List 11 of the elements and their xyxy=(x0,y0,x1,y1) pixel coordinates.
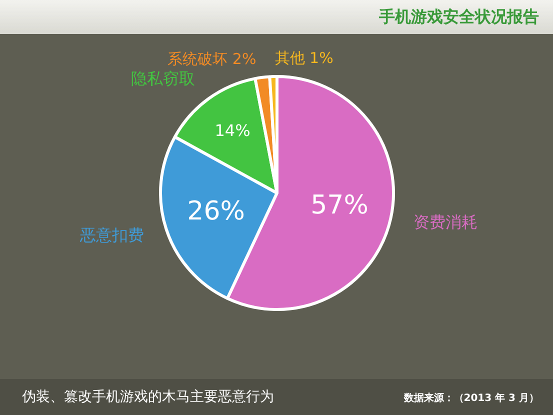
chart-title: 手机游戏安全状况报告 xyxy=(379,7,539,28)
slice-label: 隐私窃取 xyxy=(130,69,195,88)
slice-label: 其他 1% xyxy=(274,48,334,67)
slice-label: 恶意扣费 xyxy=(79,225,144,244)
data-label: 26% xyxy=(187,196,245,227)
slice-label: 系统破坏 2% xyxy=(168,50,256,68)
slice-label: 资费消耗 xyxy=(413,212,478,232)
text: 伪装、篡改手机游戏的木马主要恶意行为 xyxy=(22,388,274,406)
data-label: 57% xyxy=(310,190,368,221)
data-label: 14% xyxy=(214,120,250,140)
source-note: 数据来源：（2013 年 3 月） xyxy=(404,392,539,405)
